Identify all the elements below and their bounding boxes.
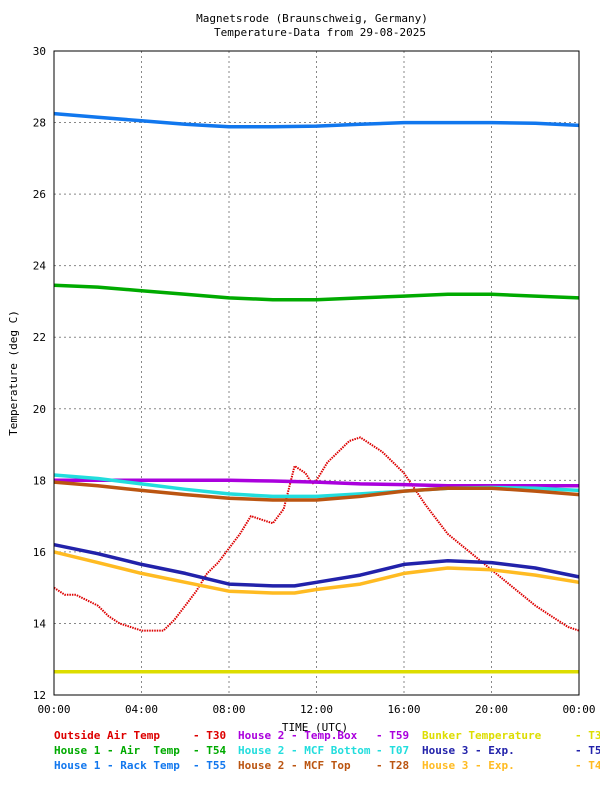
y-tick-label: 22 <box>33 331 46 344</box>
legend-label: House 1 - Rack Temp <box>54 759 186 772</box>
legend-label: Outside Air Temp <box>54 729 186 742</box>
legend-label: House 3 - Exp. <box>422 744 554 757</box>
legend-code: - T55 <box>193 759 226 772</box>
y-tick-label: 24 <box>33 260 47 273</box>
legend-code: - T49 <box>575 759 600 772</box>
y-tick-label: 16 <box>33 546 46 559</box>
y-tick-label: 14 <box>33 617 47 630</box>
x-tick-label: 16:00 <box>387 703 420 716</box>
legend-label: House 2 - MCF Bottom <box>238 744 371 757</box>
series-line-house-1-rack-temp-t55 <box>53 111 580 129</box>
legend-code: - T30 <box>193 729 226 742</box>
legend-label: House 1 - Air Temp <box>54 744 186 757</box>
x-tick-label: 00:00 <box>37 703 70 716</box>
y-axis-label: Temperature (deg C) <box>7 310 20 436</box>
chart-title: Magnetsrode (Braunschweig, Germany) <box>196 12 428 25</box>
x-axis-label: TIME (UTC) <box>282 721 348 734</box>
legend: Outside Air Temp - T30 House 2 - Temp.Box… <box>54 729 600 772</box>
series-line-house-1-air-temp-t54 <box>53 283 580 302</box>
series-line-house-2-mcf-top-t28 <box>53 480 580 502</box>
legend-label: House 2 - MCF Top <box>238 759 370 772</box>
legend-code: - T07 <box>376 744 409 757</box>
series-line-house-3-exp--t51 <box>53 542 580 588</box>
x-tick-label: 20:00 <box>475 703 508 716</box>
legend-code: - T51 <box>575 744 600 757</box>
y-tick-label: 12 <box>33 689 46 702</box>
legend-code: - T59 <box>376 729 409 742</box>
chart-subtitle: Temperature-Data from 29-08-2025 <box>214 26 426 39</box>
legend-label: House 2 - Temp.Box <box>238 729 370 742</box>
x-tick-label: 04:00 <box>125 703 158 716</box>
legend-code: - T31 <box>575 729 600 742</box>
series-line-outside-air-temp-t30 <box>53 436 580 632</box>
series-layer <box>53 111 580 674</box>
series-line-house-2-temp-box-t59 <box>54 478 579 488</box>
y-tick-label: 18 <box>33 474 46 487</box>
x-tick-label: 12:00 <box>300 703 333 716</box>
y-tick-label: 28 <box>33 117 46 130</box>
legend-code: - T54 <box>193 744 226 757</box>
y-tick-labels: 12 14 16 18 20 22 24 26 28 30 <box>33 45 47 702</box>
legend-label: House 3 - Exp. <box>422 759 554 772</box>
x-tick-label: 08:00 <box>212 703 245 716</box>
y-tick-label: 20 <box>33 403 46 416</box>
x-tick-labels: 00:00 04:00 08:00 12:00 16:00 20:00 00:00 <box>37 703 595 716</box>
y-tick-label: 26 <box>33 188 46 201</box>
legend-label: Bunker Temperature <box>422 729 554 742</box>
y-tick-label: 30 <box>33 45 46 58</box>
grid <box>54 51 579 695</box>
x-tick-label: 00:00 <box>562 703 595 716</box>
series-line-house-3-exp--t49 <box>53 550 580 595</box>
plot-frame <box>53 50 580 696</box>
legend-code: - T28 <box>376 759 409 772</box>
